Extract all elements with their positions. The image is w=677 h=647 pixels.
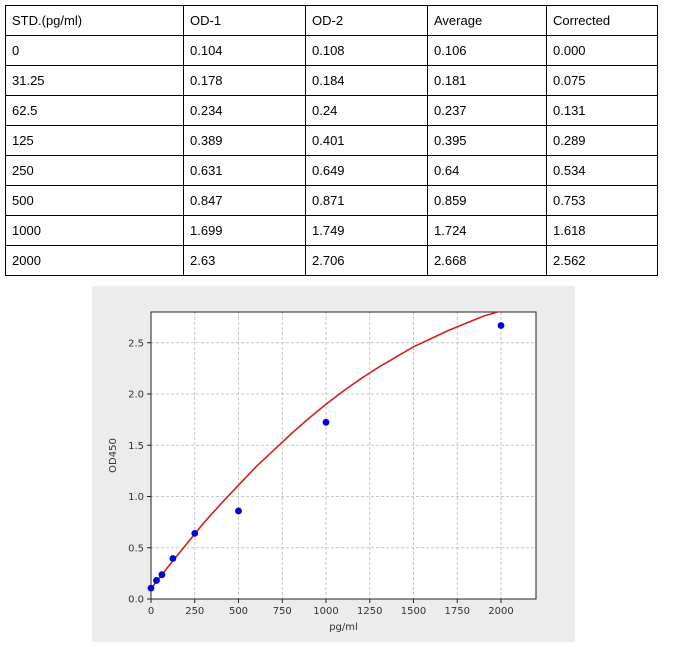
- table-header-row: STD.(pg/ml) OD-1 OD-2 Average Corrected: [5, 5, 658, 36]
- table-cell: 0.64: [427, 155, 547, 186]
- table-cell: 0.859: [427, 185, 547, 216]
- table-cell: 2.562: [546, 245, 658, 276]
- table-header-cell: OD-1: [183, 5, 306, 36]
- table-row: 250 0.631 0.649 0.64 0.534: [5, 155, 658, 186]
- table-row: 2000 2.63 2.706 2.668 2.562: [5, 245, 658, 276]
- data-point: [147, 584, 155, 592]
- table-cell: 1.724: [427, 215, 547, 246]
- table-row: 125 0.389 0.401 0.395 0.289: [5, 125, 658, 156]
- x-axis-label: pg/ml: [329, 622, 358, 633]
- table-cell: 2.668: [427, 245, 547, 276]
- table-cell: 2.63: [183, 245, 306, 276]
- table-cell: 1.749: [305, 215, 428, 246]
- data-point: [158, 571, 166, 579]
- table-header-cell: STD.(pg/ml): [5, 5, 184, 36]
- data-point: [153, 577, 160, 584]
- x-tick-label: 250: [185, 606, 204, 617]
- fit-curve-line: [151, 312, 501, 590]
- x-tick-label: 1500: [401, 606, 426, 617]
- table-cell: 500: [5, 185, 184, 216]
- table-cell: 0.871: [305, 185, 428, 216]
- y-axis-label: OD450: [108, 438, 119, 473]
- table-cell: 1.699: [183, 215, 306, 246]
- plot-frame: [150, 311, 537, 600]
- data-point: [235, 507, 242, 515]
- table-row: 1000 1.699 1.749 1.724 1.618: [5, 215, 658, 246]
- standard-curve-chart: 0 250 500 750 1000 1250 1500 1750 2000 0.0 0.5 1.0 1…: [108, 311, 537, 633]
- table-row: 0 0.104 0.108 0.106 0.000: [5, 35, 658, 66]
- table-cell: 0.234: [183, 95, 306, 126]
- x-tick-label: 1250: [357, 606, 382, 617]
- data-point: [169, 555, 177, 562]
- table-row: 500 0.847 0.871 0.859 0.753: [5, 185, 658, 216]
- table-cell: 0.000: [546, 35, 658, 66]
- table-cell: 0.131: [546, 95, 658, 126]
- table-cell: 1000: [5, 215, 184, 246]
- table-cell: 0.184: [305, 65, 428, 96]
- table-cell: 0.631: [183, 155, 306, 186]
- table-cell: 0.289: [546, 125, 658, 156]
- table-cell: 0.181: [427, 65, 547, 96]
- table-cell: 0.389: [183, 125, 306, 156]
- data-point: [322, 418, 330, 426]
- table-cell: 1.618: [546, 215, 658, 246]
- table-row: 62.5 0.234 0.24 0.237 0.131: [5, 95, 658, 126]
- x-tick-label: 750: [273, 606, 292, 617]
- table-cell: 0: [5, 35, 184, 66]
- table-header-cell: Corrected: [546, 5, 658, 36]
- table-cell: 0.395: [427, 125, 547, 156]
- x-tick-label: 2000: [488, 606, 513, 617]
- table-cell: 0.106: [427, 35, 547, 66]
- table-row: 31.25 0.178 0.184 0.181 0.075: [5, 65, 658, 96]
- table-cell: 0.108: [305, 35, 428, 66]
- table-cell: 0.534: [546, 155, 658, 186]
- x-tick-label: 0: [148, 606, 154, 617]
- table-cell: 250: [5, 155, 184, 186]
- y-tick-label: 2.0: [128, 390, 144, 401]
- table-cell: 2.706: [305, 245, 428, 276]
- x-tick-label: 500: [229, 606, 248, 617]
- y-tick-label: 0.5: [128, 543, 144, 554]
- table-cell: 0.847: [183, 185, 306, 216]
- table-cell: 0.24: [305, 95, 428, 126]
- table-cell: 62.5: [5, 95, 184, 126]
- y-tick-label: 1.5: [128, 441, 144, 452]
- y-tick-label: 0.0: [128, 595, 144, 606]
- table-cell: 0.104: [183, 35, 306, 66]
- standard-curve-panel: 0 250 500 750 1000 1250 1500 1750 2000 0.0 0.5 1.0 1…: [92, 286, 575, 642]
- standard-table: STD.(pg/ml) OD-1 OD-2 Average Corrected 0 0.10…: [5, 5, 658, 276]
- plot-area: [151, 312, 536, 599]
- data-point: [191, 530, 199, 537]
- table-cell: 0.075: [546, 65, 658, 96]
- y-tick-label: 1.0: [128, 492, 144, 503]
- table-cell: 2000: [5, 245, 184, 276]
- table-cell: 0.401: [305, 125, 428, 156]
- table-header-cell: OD-2: [305, 5, 428, 36]
- x-tick-label: 1000: [313, 606, 338, 617]
- data-point: [497, 322, 505, 329]
- table-cell: 31.25: [5, 65, 184, 96]
- table-cell: 125: [5, 125, 184, 156]
- x-tick-label: 1750: [445, 606, 470, 617]
- table-cell: 0.649: [305, 155, 428, 186]
- table-cell: 0.753: [546, 185, 658, 216]
- y-tick-label: 2.5: [128, 338, 144, 349]
- table-cell: 0.178: [183, 65, 306, 96]
- table-cell: 0.237: [427, 95, 547, 126]
- table-header-cell: Average: [427, 5, 547, 36]
